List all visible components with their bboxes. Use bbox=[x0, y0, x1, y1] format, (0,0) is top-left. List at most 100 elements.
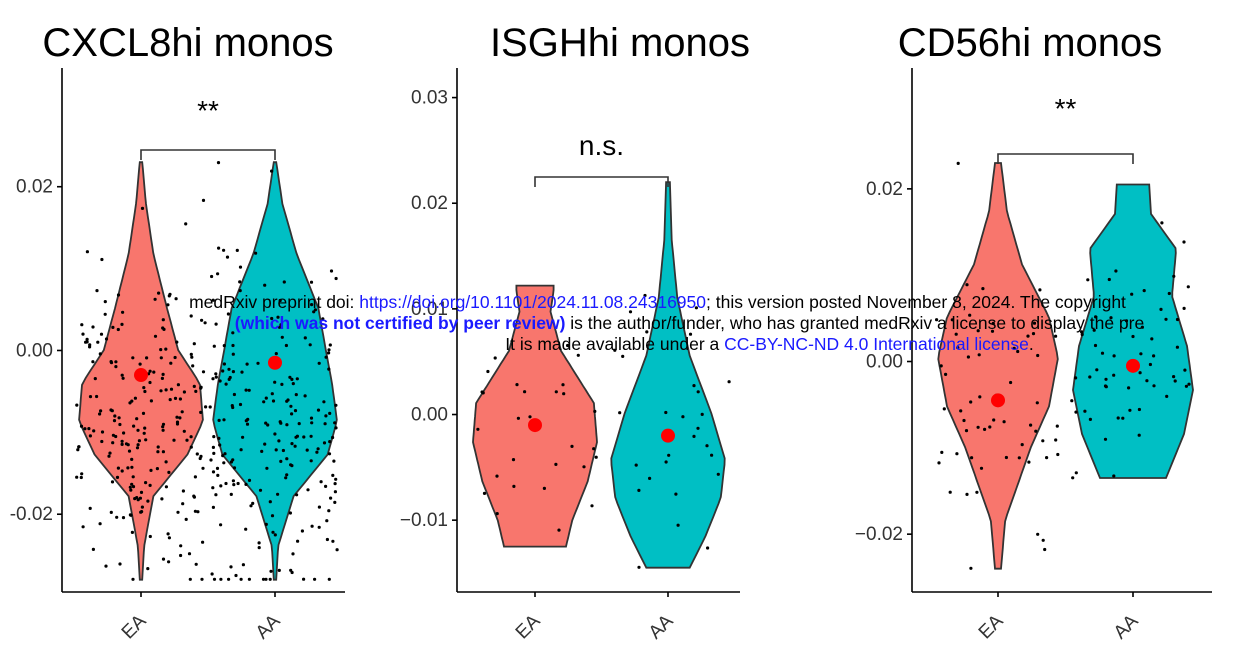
data-point bbox=[1139, 352, 1143, 356]
data-point bbox=[334, 477, 338, 481]
data-point bbox=[1184, 384, 1188, 388]
data-point bbox=[222, 362, 226, 366]
data-point bbox=[280, 382, 284, 386]
data-point bbox=[192, 342, 196, 346]
data-point bbox=[132, 424, 136, 428]
data-point bbox=[77, 445, 81, 449]
data-point bbox=[329, 269, 334, 273]
watermark-doi-link[interactable]: https://doi.org/10.1101/2024.11.08.24316… bbox=[359, 292, 707, 312]
data-point bbox=[276, 315, 280, 319]
data-point bbox=[104, 337, 109, 341]
data-point bbox=[231, 479, 235, 483]
data-point bbox=[302, 435, 306, 439]
mean-point-aa bbox=[1126, 358, 1140, 373]
data-point bbox=[1186, 285, 1190, 289]
data-point bbox=[264, 421, 268, 425]
data-point bbox=[234, 573, 238, 578]
data-point bbox=[511, 458, 516, 462]
data-point bbox=[291, 382, 295, 386]
data-point bbox=[643, 293, 647, 298]
data-point bbox=[212, 577, 217, 581]
data-point bbox=[146, 499, 150, 503]
data-point bbox=[278, 298, 282, 303]
watermark-license-link[interactable]: CC-BY-NC-ND 4.0 International license bbox=[724, 334, 1029, 354]
data-point bbox=[325, 519, 329, 523]
data-point bbox=[168, 292, 172, 296]
data-point bbox=[285, 473, 289, 477]
data-point bbox=[310, 303, 314, 307]
data-point bbox=[321, 317, 325, 321]
data-point bbox=[161, 372, 165, 376]
data-point bbox=[1071, 476, 1075, 480]
data-point bbox=[116, 466, 120, 470]
data-point bbox=[189, 352, 193, 356]
x-tick-label: AA bbox=[645, 610, 678, 643]
data-point bbox=[618, 411, 622, 415]
data-point bbox=[1070, 399, 1074, 403]
data-point bbox=[1130, 292, 1134, 296]
data-point bbox=[1036, 532, 1040, 536]
data-point bbox=[161, 428, 165, 432]
data-point bbox=[204, 405, 208, 409]
mean-point-ea bbox=[528, 418, 542, 433]
data-point bbox=[160, 497, 164, 501]
data-point bbox=[209, 458, 213, 462]
data-point bbox=[309, 416, 314, 420]
data-point bbox=[81, 525, 85, 529]
violin-ea bbox=[937, 162, 1059, 570]
data-point bbox=[192, 495, 196, 499]
data-point bbox=[305, 448, 309, 452]
data-point bbox=[302, 577, 306, 581]
data-point bbox=[274, 448, 278, 452]
data-point bbox=[124, 442, 129, 446]
data-point bbox=[976, 425, 980, 429]
data-point bbox=[290, 442, 294, 446]
data-point bbox=[290, 377, 294, 381]
data-point bbox=[1112, 474, 1116, 478]
data-point bbox=[621, 354, 625, 358]
data-point bbox=[239, 448, 243, 452]
data-point bbox=[965, 492, 969, 496]
data-point bbox=[194, 562, 198, 566]
data-point bbox=[148, 380, 152, 385]
data-point bbox=[117, 416, 121, 420]
data-point bbox=[990, 329, 995, 333]
data-point bbox=[244, 527, 248, 531]
data-point bbox=[200, 318, 204, 322]
data-point bbox=[512, 484, 516, 488]
data-point bbox=[211, 470, 216, 474]
data-point bbox=[110, 480, 115, 484]
data-point bbox=[229, 565, 233, 569]
data-point bbox=[1145, 379, 1149, 383]
data-point bbox=[940, 450, 944, 454]
data-point bbox=[112, 419, 117, 423]
data-point bbox=[148, 483, 152, 487]
data-point bbox=[959, 409, 963, 413]
data-point bbox=[136, 443, 140, 447]
data-point bbox=[988, 425, 992, 429]
data-point bbox=[235, 248, 239, 252]
data-point bbox=[706, 546, 710, 550]
data-point bbox=[203, 321, 207, 325]
data-point bbox=[1182, 240, 1186, 244]
panel-title: ISGHhi monos bbox=[490, 21, 750, 65]
data-point bbox=[306, 488, 310, 492]
data-point bbox=[486, 369, 490, 374]
data-point bbox=[268, 577, 272, 581]
data-point bbox=[215, 466, 220, 470]
data-point bbox=[210, 274, 214, 279]
data-point bbox=[139, 510, 143, 514]
data-point bbox=[193, 475, 197, 479]
data-point bbox=[211, 445, 215, 449]
data-point bbox=[239, 577, 243, 581]
data-point bbox=[130, 457, 134, 461]
data-point bbox=[159, 348, 163, 352]
data-point bbox=[1043, 547, 1047, 552]
data-point bbox=[1148, 362, 1152, 367]
data-point bbox=[130, 465, 134, 469]
data-point bbox=[217, 418, 221, 422]
data-point bbox=[231, 405, 235, 410]
data-point bbox=[594, 455, 598, 459]
data-point bbox=[263, 283, 267, 287]
data-point bbox=[716, 472, 720, 476]
